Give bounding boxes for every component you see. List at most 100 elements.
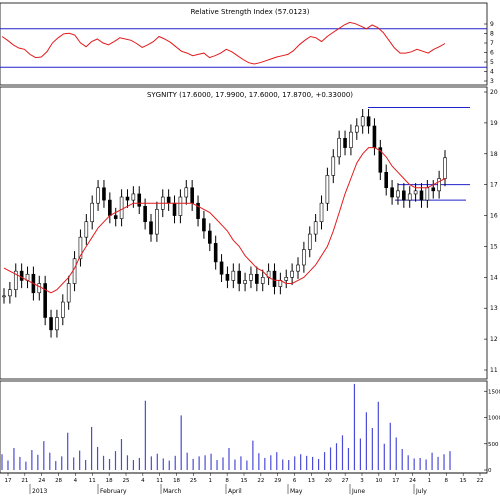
candle-body: [49, 317, 53, 331]
x-month-label: 2013: [32, 488, 47, 495]
x-month-label: April: [228, 488, 242, 495]
price-tick-label: 18: [490, 151, 498, 158]
x-day-label: 1: [209, 478, 213, 484]
x-day-label: 15: [241, 478, 248, 484]
volume-bars: [1, 383, 451, 470]
volume-tick-label: 500: [488, 442, 499, 448]
price-tick-label: 13: [490, 305, 498, 312]
candle-body: [43, 283, 47, 318]
candle-body: [119, 196, 124, 219]
rsi-reference-lines: [0, 28, 487, 68]
candle-body: [396, 190, 400, 198]
rsi-tick-label: 5: [490, 59, 494, 66]
candle-body: [431, 187, 436, 192]
candle-body: [354, 125, 359, 133]
x-month-label: July: [415, 488, 427, 495]
candle-body: [72, 258, 77, 284]
price-tick-label: 15: [490, 243, 498, 250]
x-day-label: 28: [55, 478, 62, 484]
candle-body: [60, 301, 65, 318]
rsi-tick-label: 7: [490, 40, 494, 47]
candle-body: [225, 273, 230, 281]
x-day-label: 15: [460, 478, 467, 484]
x-day-label: 18: [173, 478, 180, 484]
rsi-y-ticks: 9 8 7 6 5 4 3: [484, 21, 494, 85]
rsi-title: Relative Strength Index (57.0123): [191, 8, 310, 16]
candle-body: [337, 138, 341, 158]
candle-body: [378, 147, 383, 173]
candle-body: [231, 270, 236, 281]
candle-body: [113, 215, 118, 219]
x-month-label: May: [290, 488, 303, 495]
candle-body: [325, 175, 330, 204]
x-month-labels: 2013 February March April May June July: [29, 484, 427, 495]
candle-body: [302, 249, 306, 266]
candle-body: [184, 187, 189, 198]
candle-body: [307, 233, 312, 250]
candle-body: [249, 273, 253, 281]
candle-body: [402, 190, 406, 201]
candle-body: [196, 202, 200, 219]
x-day-label: 20: [325, 478, 332, 484]
price-y-ticks: 20 19 18 17 16 15 14 13 12 11: [484, 89, 498, 374]
candle-body: [108, 199, 112, 216]
candle-body: [137, 193, 142, 207]
volume-tick-label: 1000: [488, 416, 500, 422]
candle-body: [178, 196, 183, 216]
rsi-panel: Relative Strength Index (57.0123) 9 8 7 6 5 4…: [0, 2, 494, 86]
x-day-label: 1: [428, 478, 432, 484]
price-tick-label: 17: [490, 182, 498, 189]
candle-body: [172, 202, 177, 216]
x-day-label: 25: [123, 478, 130, 484]
candle-body: [131, 193, 136, 201]
rsi-tick-label: 6: [490, 50, 494, 57]
price-tick-label: 20: [490, 89, 498, 96]
candle-body: [360, 116, 365, 127]
candle-body: [219, 261, 224, 275]
x-day-label: 8: [445, 478, 449, 484]
candle-body: [343, 138, 347, 148]
volume-tick-label: 1500: [488, 389, 500, 395]
candle-body: [166, 196, 171, 204]
candle-body: [149, 221, 153, 235]
candle-body: [208, 230, 212, 244]
candle-body: [313, 221, 318, 235]
candle-body: [55, 317, 59, 331]
candle-body: [96, 187, 100, 204]
candle-body: [243, 280, 247, 284]
candle-body: [143, 205, 147, 223]
candle-body: [319, 202, 324, 223]
x-day-label: 27: [342, 478, 349, 484]
candle-body: [13, 270, 18, 290]
x-day-label: 18: [106, 478, 113, 484]
candle-body: [272, 270, 277, 287]
candle-body: [237, 270, 241, 284]
x-day-label: 22: [477, 478, 484, 484]
x-axis: 17 21 24 28 4 11 18 25 4 11 18 25 1 8 15 22 29 6 13 20 27 3 10…: [0, 472, 487, 495]
x-day-label: 29: [274, 478, 281, 484]
x-day-label: 4: [141, 478, 145, 484]
rsi-tick-label: 3: [490, 78, 494, 85]
candle-body: [443, 157, 447, 179]
x-day-label: 17: [5, 478, 12, 484]
candle-body: [202, 218, 206, 232]
price-tick-label: 11: [490, 367, 498, 374]
candle-body: [125, 196, 130, 201]
volume-y-ticks: 1500 1000 500 0: [484, 389, 500, 474]
x-day-label: 6: [293, 478, 297, 484]
price-panel: SYGNITY (17.6000, 17.9900, 17.6000, 17.8…: [0, 86, 498, 380]
x-day-label: 25: [190, 478, 197, 484]
candle-body: [349, 131, 353, 148]
x-day-label: 10: [375, 478, 382, 484]
x-day-label: 8: [225, 478, 229, 484]
candle-body: [213, 243, 218, 263]
price-title: SYGNITY (17.6000, 17.9900, 17.6000, 17.8…: [147, 91, 353, 99]
candle-body: [90, 202, 94, 223]
x-month-label: March: [163, 488, 181, 495]
price-tick-label: 16: [490, 213, 498, 220]
x-day-label: 11: [89, 478, 96, 484]
candle-body: [390, 187, 394, 198]
rsi-tick-label: 8: [490, 31, 494, 38]
